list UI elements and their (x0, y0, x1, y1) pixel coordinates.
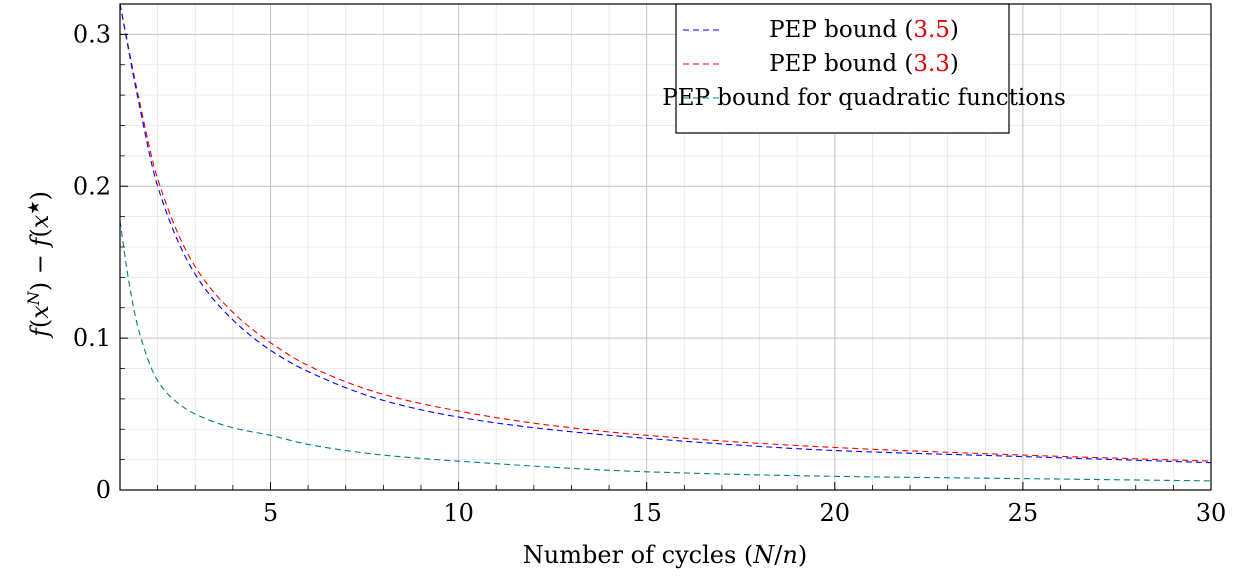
legend-entry-text: PEP bound ( (769, 17, 913, 43)
x-tick-label: 15 (631, 499, 662, 527)
y-tick-labels: 0 0.1 0.2 0.3 (73, 20, 111, 504)
legend-entry-close: ) (950, 51, 959, 77)
legend: PEP bound (3.5)PEP bound (3.3)PEP bound … (662, 3, 1066, 134)
legend-entry-label: PEP bound (3.5) (769, 17, 959, 43)
series-line (120, 4, 1211, 462)
legend-entry-close: ) (950, 17, 959, 43)
y-tick-label: 0.2 (73, 172, 111, 200)
y-tick-label: 0.1 (73, 324, 111, 352)
y-tick-label: 0.3 (73, 20, 111, 48)
legend-entry-label: PEP bound for quadratic functions (662, 85, 1066, 111)
x-tick-labels: 5 10 15 20 25 30 (263, 499, 1226, 527)
series-line (120, 221, 1211, 482)
legend-entry-label: PEP bound (3.3) (769, 51, 959, 77)
x-tick-label: 30 (1196, 499, 1227, 527)
x-tick-label: 5 (263, 499, 278, 527)
legend-entry-ref: 3.3 (913, 51, 950, 77)
axis-ticks (120, 33, 1212, 491)
x-tick-label: 10 (443, 499, 474, 527)
legend-box (675, 3, 1010, 134)
legend-entry-ref: 3.5 (913, 17, 950, 43)
series-line (120, 4, 1211, 464)
series-layer (120, 4, 1211, 482)
y-axis-label: f(xN) − f(x★) (24, 191, 54, 339)
x-tick-label: 25 (1008, 499, 1039, 527)
x-tick-label: 20 (820, 499, 851, 527)
legend-entry-text: PEP bound ( (769, 51, 913, 77)
x-axis-label: Number of cycles (N/n) (523, 541, 807, 569)
minor-grid (120, 4, 1211, 490)
legend-entry-text: PEP bound for quadratic functions (662, 85, 1066, 111)
y-tick-label: 0 (96, 476, 111, 504)
